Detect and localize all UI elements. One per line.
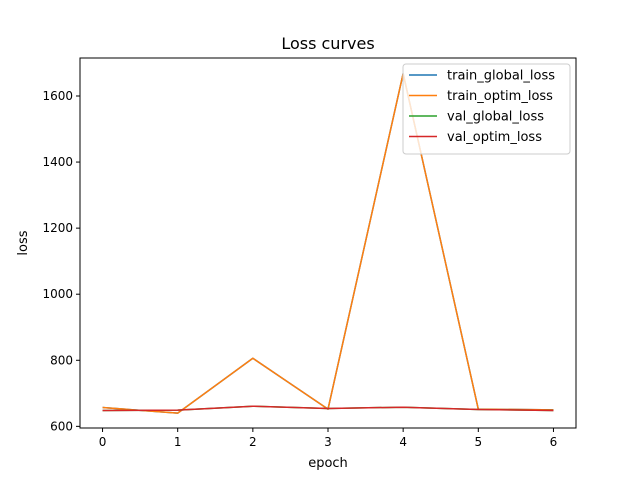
y-tick-label: 800 (50, 353, 73, 367)
series-layer (102, 72, 554, 414)
y-tick-label: 1000 (42, 287, 73, 301)
legend: train_global_loss train_optim_loss val_glo… (402, 63, 571, 155)
x-tick-label: 5 (474, 435, 482, 449)
y-axis-label: loss (16, 230, 31, 255)
x-tick-label: 0 (99, 435, 107, 449)
y-tick-label: 1200 (42, 221, 73, 235)
y-tick-label: 1600 (42, 89, 73, 103)
legend-label: val_optim_loss (447, 130, 542, 145)
legend-box (402, 63, 571, 155)
legend-label: train_global_loss (447, 69, 555, 84)
x-tick-label: 1 (174, 435, 182, 449)
x-tick-label: 3 (324, 435, 332, 449)
y-axis: 600 800 1000 1200 1400 1600 (42, 89, 80, 433)
x-tick-label: 2 (249, 435, 257, 449)
legend-label: val_global_loss (447, 110, 544, 125)
legend-label: train_optim_loss (447, 89, 553, 104)
x-tick-label: 6 (550, 435, 558, 449)
series-line-val_optim_loss (102, 405, 554, 412)
x-axis-label: epoch (308, 456, 348, 471)
x-axis: 0 1 2 3 4 5 6 (99, 428, 558, 449)
y-tick-label: 1400 (42, 155, 73, 169)
y-tick-label: 600 (50, 419, 73, 433)
x-tick-label: 4 (399, 435, 407, 449)
chart-title: Loss curves (281, 34, 374, 53)
